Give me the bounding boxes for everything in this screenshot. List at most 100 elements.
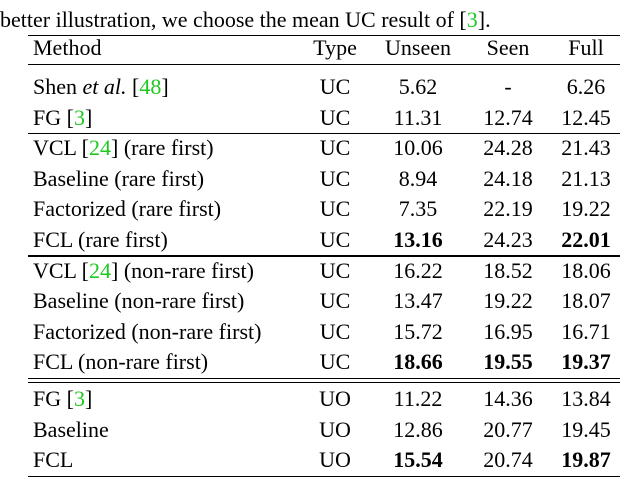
method-cell: Factorized (rare first) <box>33 198 221 220</box>
type-cell: UC <box>319 135 351 161</box>
top-rule <box>28 35 620 37</box>
method-cell: Factorized (non-rare first) <box>33 320 261 343</box>
value-cell: 14.36 <box>483 386 533 411</box>
value-cell: 10.06 <box>393 135 443 161</box>
value-cell: 18.07 <box>561 288 611 314</box>
value-cell: 21.13 <box>561 165 611 191</box>
header-rule <box>28 64 620 66</box>
value-cell: 19.37 <box>561 349 611 375</box>
type-cell: UO <box>319 416 351 442</box>
value-cell: 15.72 <box>393 318 443 344</box>
value-cell: 19.22 <box>561 196 611 222</box>
value-cell: 19.45 <box>561 416 611 442</box>
text-segment: ] <box>84 104 93 130</box>
method-cell: FCL (rare first) <box>33 229 168 251</box>
type-cell: UC <box>319 349 351 375</box>
method-cell: Baseline <box>33 416 109 442</box>
text-segment: Shen <box>33 74 83 99</box>
text-segment: FCL (non-rare first) <box>33 349 209 375</box>
type-cell: UC <box>319 104 351 130</box>
text-segment: Baseline (non-rare first) <box>33 288 245 314</box>
type-cell: UC <box>319 74 351 99</box>
text-segment: ] <box>84 386 93 411</box>
citation: 48 <box>139 74 162 99</box>
value-cell: 8.94 <box>398 165 438 191</box>
value-cell: 22.19 <box>483 196 533 222</box>
text-segment: FG [ <box>33 386 74 411</box>
type-cell: UC <box>319 196 351 222</box>
value-cell: 6.26 <box>566 74 606 99</box>
text-segment: et al. <box>82 74 127 99</box>
text-segment: Baseline (rare first) <box>33 165 205 191</box>
text-segment: FG [ <box>33 104 74 130</box>
value-cell: 12.74 <box>483 104 533 130</box>
value-cell: 12.45 <box>561 104 611 130</box>
value-cell: 20.77 <box>483 416 533 442</box>
text-segment: VCL [ <box>33 257 90 283</box>
value-cell: - <box>504 74 512 99</box>
method-cell: FCL (non-rare first) <box>33 351 208 373</box>
value-cell: 16.22 <box>393 257 443 283</box>
bottom-rule <box>28 476 620 478</box>
text-segment: better illustration, we choose the mean … <box>0 7 467 32</box>
type-cell: UC <box>319 288 351 314</box>
value-cell: 15.54 <box>393 447 443 473</box>
value-cell: 18.52 <box>483 257 533 283</box>
column-header: Seen <box>486 35 530 60</box>
citation: 3 <box>466 7 478 32</box>
text-segment: [ <box>126 74 140 99</box>
value-cell: 18.66 <box>393 349 443 375</box>
text-segment: FCL <box>33 447 74 473</box>
group-rule <box>28 255 620 257</box>
method-cell: FG [3] <box>33 388 92 410</box>
value-cell: 21.43 <box>561 135 611 161</box>
value-cell: 7.35 <box>398 196 438 222</box>
group-rule <box>28 132 620 135</box>
double-rule <box>28 382 620 384</box>
type-cell: UO <box>319 447 351 473</box>
value-cell: 24.23 <box>483 227 533 252</box>
double-rule <box>28 377 620 379</box>
text-segment: ]. <box>477 7 491 32</box>
method-cell: Baseline (non-rare first) <box>33 290 244 312</box>
text-segment: FCL (rare first) <box>33 227 168 252</box>
value-cell: 18.06 <box>561 257 611 283</box>
method-cell: Baseline (rare first) <box>33 165 205 191</box>
text-segment: Baseline <box>33 416 109 442</box>
type-cell: UC <box>319 165 351 191</box>
method-cell: Shen et al. [48] <box>33 76 169 98</box>
value-cell: 12.86 <box>393 416 443 442</box>
value-cell: 16.95 <box>483 318 533 344</box>
type-cell: UC <box>319 227 351 252</box>
column-header: Unseen <box>385 35 451 60</box>
type-cell: UC <box>319 257 351 283</box>
value-cell: 22.01 <box>561 227 611 252</box>
text-segment: ] (rare first) <box>111 135 214 161</box>
value-cell: 19.87 <box>561 447 611 473</box>
value-cell: 24.18 <box>483 165 533 191</box>
value-cell: 5.62 <box>398 74 438 99</box>
value-cell: 19.55 <box>483 349 533 375</box>
value-cell: 11.22 <box>393 386 443 411</box>
citation: 3 <box>73 386 85 411</box>
value-cell: 11.31 <box>393 104 443 130</box>
text-segment: Factorized (rare first) <box>33 196 222 222</box>
value-cell: 19.22 <box>483 288 533 314</box>
text-segment: ] (non-rare first) <box>111 257 254 283</box>
citation: 24 <box>89 257 112 283</box>
citation: 24 <box>89 135 112 161</box>
text-segment: ] <box>161 74 169 99</box>
column-header: Full <box>568 35 604 60</box>
value-cell: 24.28 <box>483 135 533 161</box>
value-cell: 13.84 <box>561 386 611 411</box>
method-cell: VCL [24] (non-rare first) <box>33 257 254 283</box>
text-segment: VCL [ <box>33 135 90 161</box>
column-header: Type <box>313 35 357 60</box>
caption: better illustration, we choose the mean … <box>0 9 491 31</box>
method-cell: VCL [24] (rare first) <box>33 137 214 159</box>
citation: 3 <box>73 104 85 130</box>
type-cell: UC <box>319 318 351 344</box>
value-cell: 13.16 <box>393 227 443 252</box>
type-cell: UO <box>319 386 351 411</box>
